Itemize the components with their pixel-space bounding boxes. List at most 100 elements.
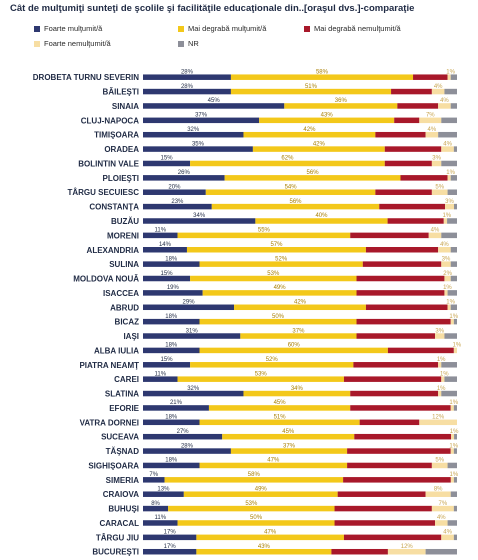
bar-segment [447, 218, 457, 224]
bar-segment [450, 491, 457, 497]
data-label: 3% [445, 199, 454, 205]
data-label: 25% [390, 328, 403, 334]
data-label: 52% [266, 357, 279, 363]
data-label: 37% [283, 443, 296, 449]
bar-segment [365, 304, 448, 311]
bar-segment [196, 534, 344, 541]
bar-segment [208, 405, 351, 411]
category-label: ABRUD [110, 303, 139, 312]
data-label: 28% [376, 486, 389, 492]
data-label: 28% [181, 69, 194, 75]
bar-segment [343, 477, 451, 483]
data-label: 37% [195, 113, 208, 119]
data-label: 42% [313, 141, 326, 147]
data-label: 4% [431, 228, 440, 234]
data-label: 34% [193, 213, 206, 219]
data-label: 28% [394, 285, 407, 291]
bar-segment [438, 362, 442, 368]
bar-segment [425, 548, 457, 555]
category-label: BICAZ [115, 318, 140, 327]
bar-segment [431, 88, 445, 95]
bar-segment [450, 318, 454, 325]
category-label: SINAIA [112, 102, 139, 111]
data-label: 43% [321, 113, 334, 119]
bar-segment [143, 261, 200, 267]
bar-segment [252, 146, 385, 152]
data-label: 19% [383, 415, 396, 421]
data-label: 31% [387, 371, 400, 377]
bar-segment [143, 175, 225, 181]
category-label: ALBA IULIA [94, 346, 139, 355]
category-label: ISACCEA [103, 289, 139, 298]
bar-segment [444, 376, 457, 382]
data-label: 1% [446, 300, 455, 306]
bar-segment [454, 433, 457, 440]
bar-segment [431, 160, 442, 167]
data-label: 2% [443, 271, 452, 277]
data-label: 47% [264, 530, 277, 536]
bar-segment [190, 362, 354, 368]
data-label: 4% [434, 84, 443, 90]
bar-segment [441, 232, 457, 239]
data-label: 7% [149, 472, 158, 478]
bar-segment [347, 448, 451, 454]
bar-segment [438, 247, 451, 253]
category-label: EFORIE [109, 404, 139, 413]
data-label: 56% [307, 170, 320, 176]
data-label: 40% [315, 213, 328, 219]
bar-segment [384, 160, 432, 167]
bar-segment [441, 376, 445, 382]
legend-item-foarte-nemultumit: Foarte nemulţumit/ă [34, 39, 111, 48]
data-label: 28% [394, 271, 407, 277]
data-label: 47% [267, 458, 280, 464]
bar-segment [143, 103, 285, 109]
bar-segment [359, 419, 420, 426]
bar-segment [284, 103, 398, 109]
bar-segment [441, 362, 457, 368]
bar-segment [447, 74, 451, 80]
data-label: 11% [425, 69, 437, 75]
data-label: 29% [183, 300, 196, 306]
bar-segment [240, 333, 357, 339]
bar-segment [431, 505, 454, 512]
data-label: 1% [449, 443, 458, 449]
category-label: CARACAL [99, 519, 139, 528]
chart-title: Cât de mulţumiţi sunteţi de şcolile şi f… [10, 3, 415, 14]
data-label: 37% [292, 328, 305, 334]
data-label: 28% [181, 443, 194, 449]
data-label: 27% [390, 357, 403, 363]
category-label: ALEXANDRIA [87, 246, 140, 255]
bar-segment [230, 74, 414, 80]
data-label: 49% [274, 285, 287, 291]
bar-segment [447, 304, 451, 311]
bar-segment [196, 548, 332, 555]
data-label: 58% [248, 472, 261, 478]
data-label: 23% [396, 242, 409, 248]
bar-segment [143, 318, 200, 325]
legend-label: Foarte mulţumit/ă [44, 24, 103, 33]
category-label: BOLINTIN VALE [78, 159, 139, 168]
bar-segment [143, 203, 212, 210]
category-label: MOLDOVA NOUĂ [73, 275, 139, 284]
data-label: 1% [453, 343, 462, 349]
data-label: 3% [442, 256, 451, 262]
bar-segment [450, 103, 457, 109]
category-label: BUZĂU [111, 217, 139, 226]
data-label: 21% [170, 400, 183, 406]
category-label: BUHUŞI [108, 505, 139, 514]
bar-segment [413, 74, 448, 80]
bar-segment [199, 462, 348, 469]
data-label: 1% [442, 213, 451, 219]
bar-segment [143, 491, 184, 497]
data-label: 31% [377, 501, 390, 507]
bar-segment [222, 433, 355, 440]
bar-segment [347, 462, 432, 469]
bar-segment [243, 131, 376, 138]
data-label: 3% [432, 156, 441, 162]
category-label: TÂRGU SECUIESC [67, 188, 139, 197]
data-label: 14% [159, 242, 172, 248]
legend-item-foarte-multumit: Foarte mulţumit/ă [34, 24, 102, 33]
bar-segment [450, 247, 457, 253]
bar-segment [243, 390, 351, 397]
bar-segment [143, 146, 253, 152]
